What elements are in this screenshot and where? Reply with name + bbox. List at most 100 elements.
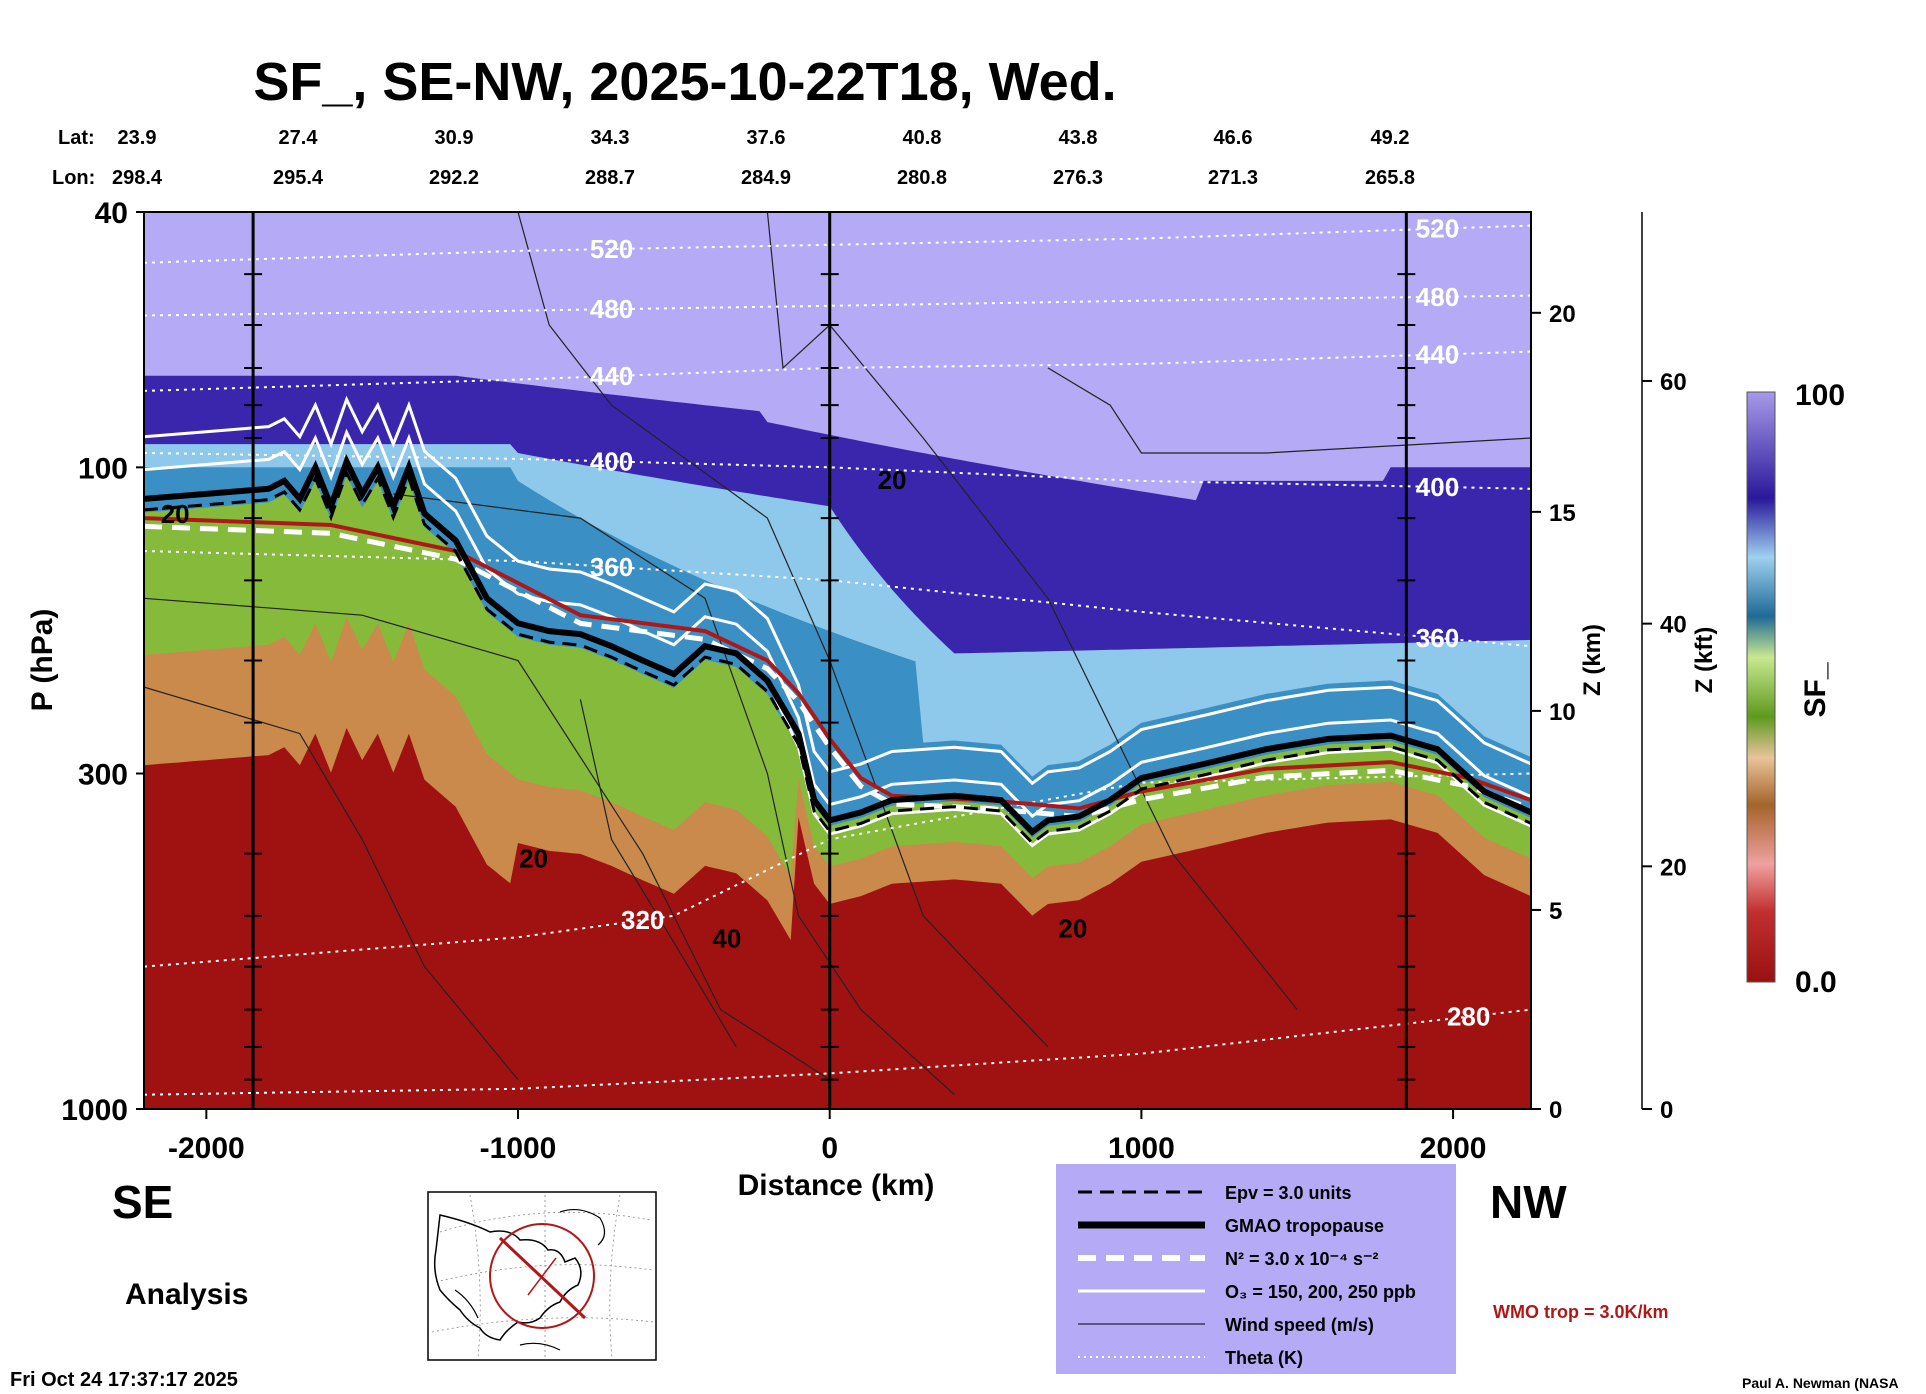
- wind-contour-6: [579, 699, 737, 1048]
- theta-label-right-440: 440: [1416, 340, 1459, 370]
- lon-value: 298.4: [112, 167, 163, 189]
- legend-label: Theta (K): [1225, 1348, 1303, 1368]
- epv-line: [144, 468, 1531, 845]
- z-kft-tick-label: 40: [1660, 612, 1687, 639]
- z-kft-axis: 0 20 40 60: [1641, 212, 1687, 1124]
- lon-value: 288.7: [585, 167, 635, 189]
- lat-lon-header: Lat: Lon: 23.9 27.4 30.9 34.3 37.6 40.8 43.8 46…: [52, 127, 1415, 189]
- wmo-note: WMO trop = 3.0K/km: [1493, 1302, 1669, 1322]
- wind-speed-contours: [144, 212, 1531, 1096]
- reference-verticals: [244, 212, 1416, 1109]
- x-tick-label: 1000: [1108, 1132, 1175, 1165]
- region-se: SE: [112, 1176, 173, 1228]
- theta-line-320: [144, 772, 1531, 968]
- theta-line-360: [144, 550, 1531, 648]
- wind-contour-2: [517, 212, 1049, 1048]
- lon-value: 271.3: [1208, 167, 1258, 189]
- y-axis: 40 100 300 1000: [61, 197, 144, 1127]
- wind-contour-4: [1047, 367, 1531, 454]
- wind-speed-label-2: 40: [712, 923, 741, 953]
- theta-label-280: 280: [1447, 1002, 1490, 1032]
- lat-value: 27.4: [279, 127, 319, 149]
- lon-value: 295.4: [273, 167, 324, 189]
- z-km-tick-label: 5: [1549, 898, 1562, 925]
- y-tick-label: 300: [78, 758, 128, 791]
- theta-line-400: [144, 452, 1531, 490]
- legend-label: Wind speed (m/s): [1225, 1315, 1374, 1335]
- theta-label-right-520: 520: [1416, 214, 1459, 244]
- lat-value: 40.8: [903, 127, 942, 149]
- theta-label-400: 400: [590, 446, 633, 476]
- z-km-tick-label: 20: [1549, 301, 1576, 328]
- theta-line-280: [144, 1008, 1531, 1096]
- lon-value: 280.8: [897, 167, 947, 189]
- colorbar-min-label: 0.0: [1795, 966, 1837, 999]
- n2-line: [144, 523, 1531, 820]
- theta-label-360: 360: [590, 552, 633, 582]
- colorbar-max-label: 100: [1795, 379, 1845, 412]
- theta-line-480: [144, 294, 1531, 317]
- wind-speed-label-4: 20: [1058, 913, 1087, 943]
- wind-speed-label-1: 20: [519, 843, 548, 873]
- theta-labels: 520 520 480 480 440 440 400 400 360 360 320 280: [590, 214, 1491, 1032]
- theta-label-right-400: 400: [1416, 472, 1459, 502]
- gmao-tropopause-line: [144, 453, 1531, 836]
- lat-value: 34.3: [591, 127, 630, 149]
- lon-label: Lon:: [52, 167, 95, 189]
- x-axis-label: Distance (km): [738, 1169, 935, 1202]
- lat-value: 43.8: [1059, 127, 1098, 149]
- theta-line-520: [144, 224, 1531, 264]
- theta-label-right-360: 360: [1416, 623, 1459, 653]
- lon-value: 265.8: [1365, 167, 1415, 189]
- colorbar-title: SF_: [1799, 662, 1832, 717]
- z-km-label: Z (km): [1579, 624, 1606, 696]
- legend-label: Epv = 3.0 units: [1225, 1183, 1352, 1203]
- region-nw: NW: [1490, 1176, 1567, 1228]
- y-tick-label: 1000: [61, 1094, 128, 1127]
- ozone-line-150: [144, 395, 1531, 786]
- lon-value: 276.3: [1053, 167, 1103, 189]
- z-kft-tick-label: 20: [1660, 854, 1687, 881]
- legend-box: [1056, 1164, 1456, 1374]
- x-tick-label: -1000: [480, 1132, 557, 1165]
- theta-label-480: 480: [590, 294, 633, 324]
- legend: Epv = 3.0 units GMAO tropopause N² = 3.0 x…: [1056, 1164, 1456, 1374]
- z-km-tick-label: 15: [1549, 500, 1576, 527]
- wind-contour-1: [393, 493, 955, 1096]
- credit: Paul A. Newman (NASA: [1742, 1375, 1899, 1391]
- legend-label: O₃ = 150, 200, 250 ppb: [1225, 1282, 1416, 1302]
- theta-label-320: 320: [621, 905, 664, 935]
- theta-label-440: 440: [590, 361, 633, 391]
- legend-label: GMAO tropopause: [1225, 1216, 1384, 1236]
- chart-title: SF_, SE-NW, 2025-10-22T18, Wed.: [253, 52, 1116, 112]
- x-tick-label: -2000: [168, 1132, 245, 1165]
- x-tick-label: 0: [821, 1132, 838, 1165]
- z-kft-tick-label: 0: [1660, 1097, 1673, 1124]
- lon-value: 284.9: [741, 167, 791, 189]
- analysis-label: Analysis: [125, 1278, 248, 1311]
- inset-map: [427, 1191, 657, 1361]
- wind-contour-3: [766, 212, 1298, 1010]
- wind-speed-label-0: 20: [161, 499, 190, 529]
- lat-value: 37.6: [747, 127, 786, 149]
- z-kft-label: Z (kft): [1691, 627, 1718, 694]
- theta-line-440: [144, 350, 1531, 392]
- ozone-line-200: [144, 428, 1531, 819]
- x-axis: -2000 -1000 0 1000 2000: [168, 1109, 1486, 1165]
- z-km-tick-label: 0: [1549, 1097, 1562, 1124]
- x-tick-label: 2000: [1420, 1132, 1487, 1165]
- z-kft-tick-label: 60: [1660, 369, 1687, 396]
- wind-speed-label-3: 20: [878, 465, 907, 495]
- sf-band-lavender: [144, 212, 1531, 501]
- y-tick-label: 100: [78, 452, 128, 485]
- theta-contours: [144, 224, 1531, 1096]
- lat-label: Lat:: [58, 127, 95, 149]
- theta-label-right-480: 480: [1416, 282, 1459, 312]
- wind-contour-5: [144, 686, 519, 1080]
- lat-value: 49.2: [1371, 127, 1410, 149]
- y-axis-label: P (hPa): [26, 609, 59, 712]
- lat-value: 46.6: [1214, 127, 1253, 149]
- plot-frame: [143, 211, 1532, 1110]
